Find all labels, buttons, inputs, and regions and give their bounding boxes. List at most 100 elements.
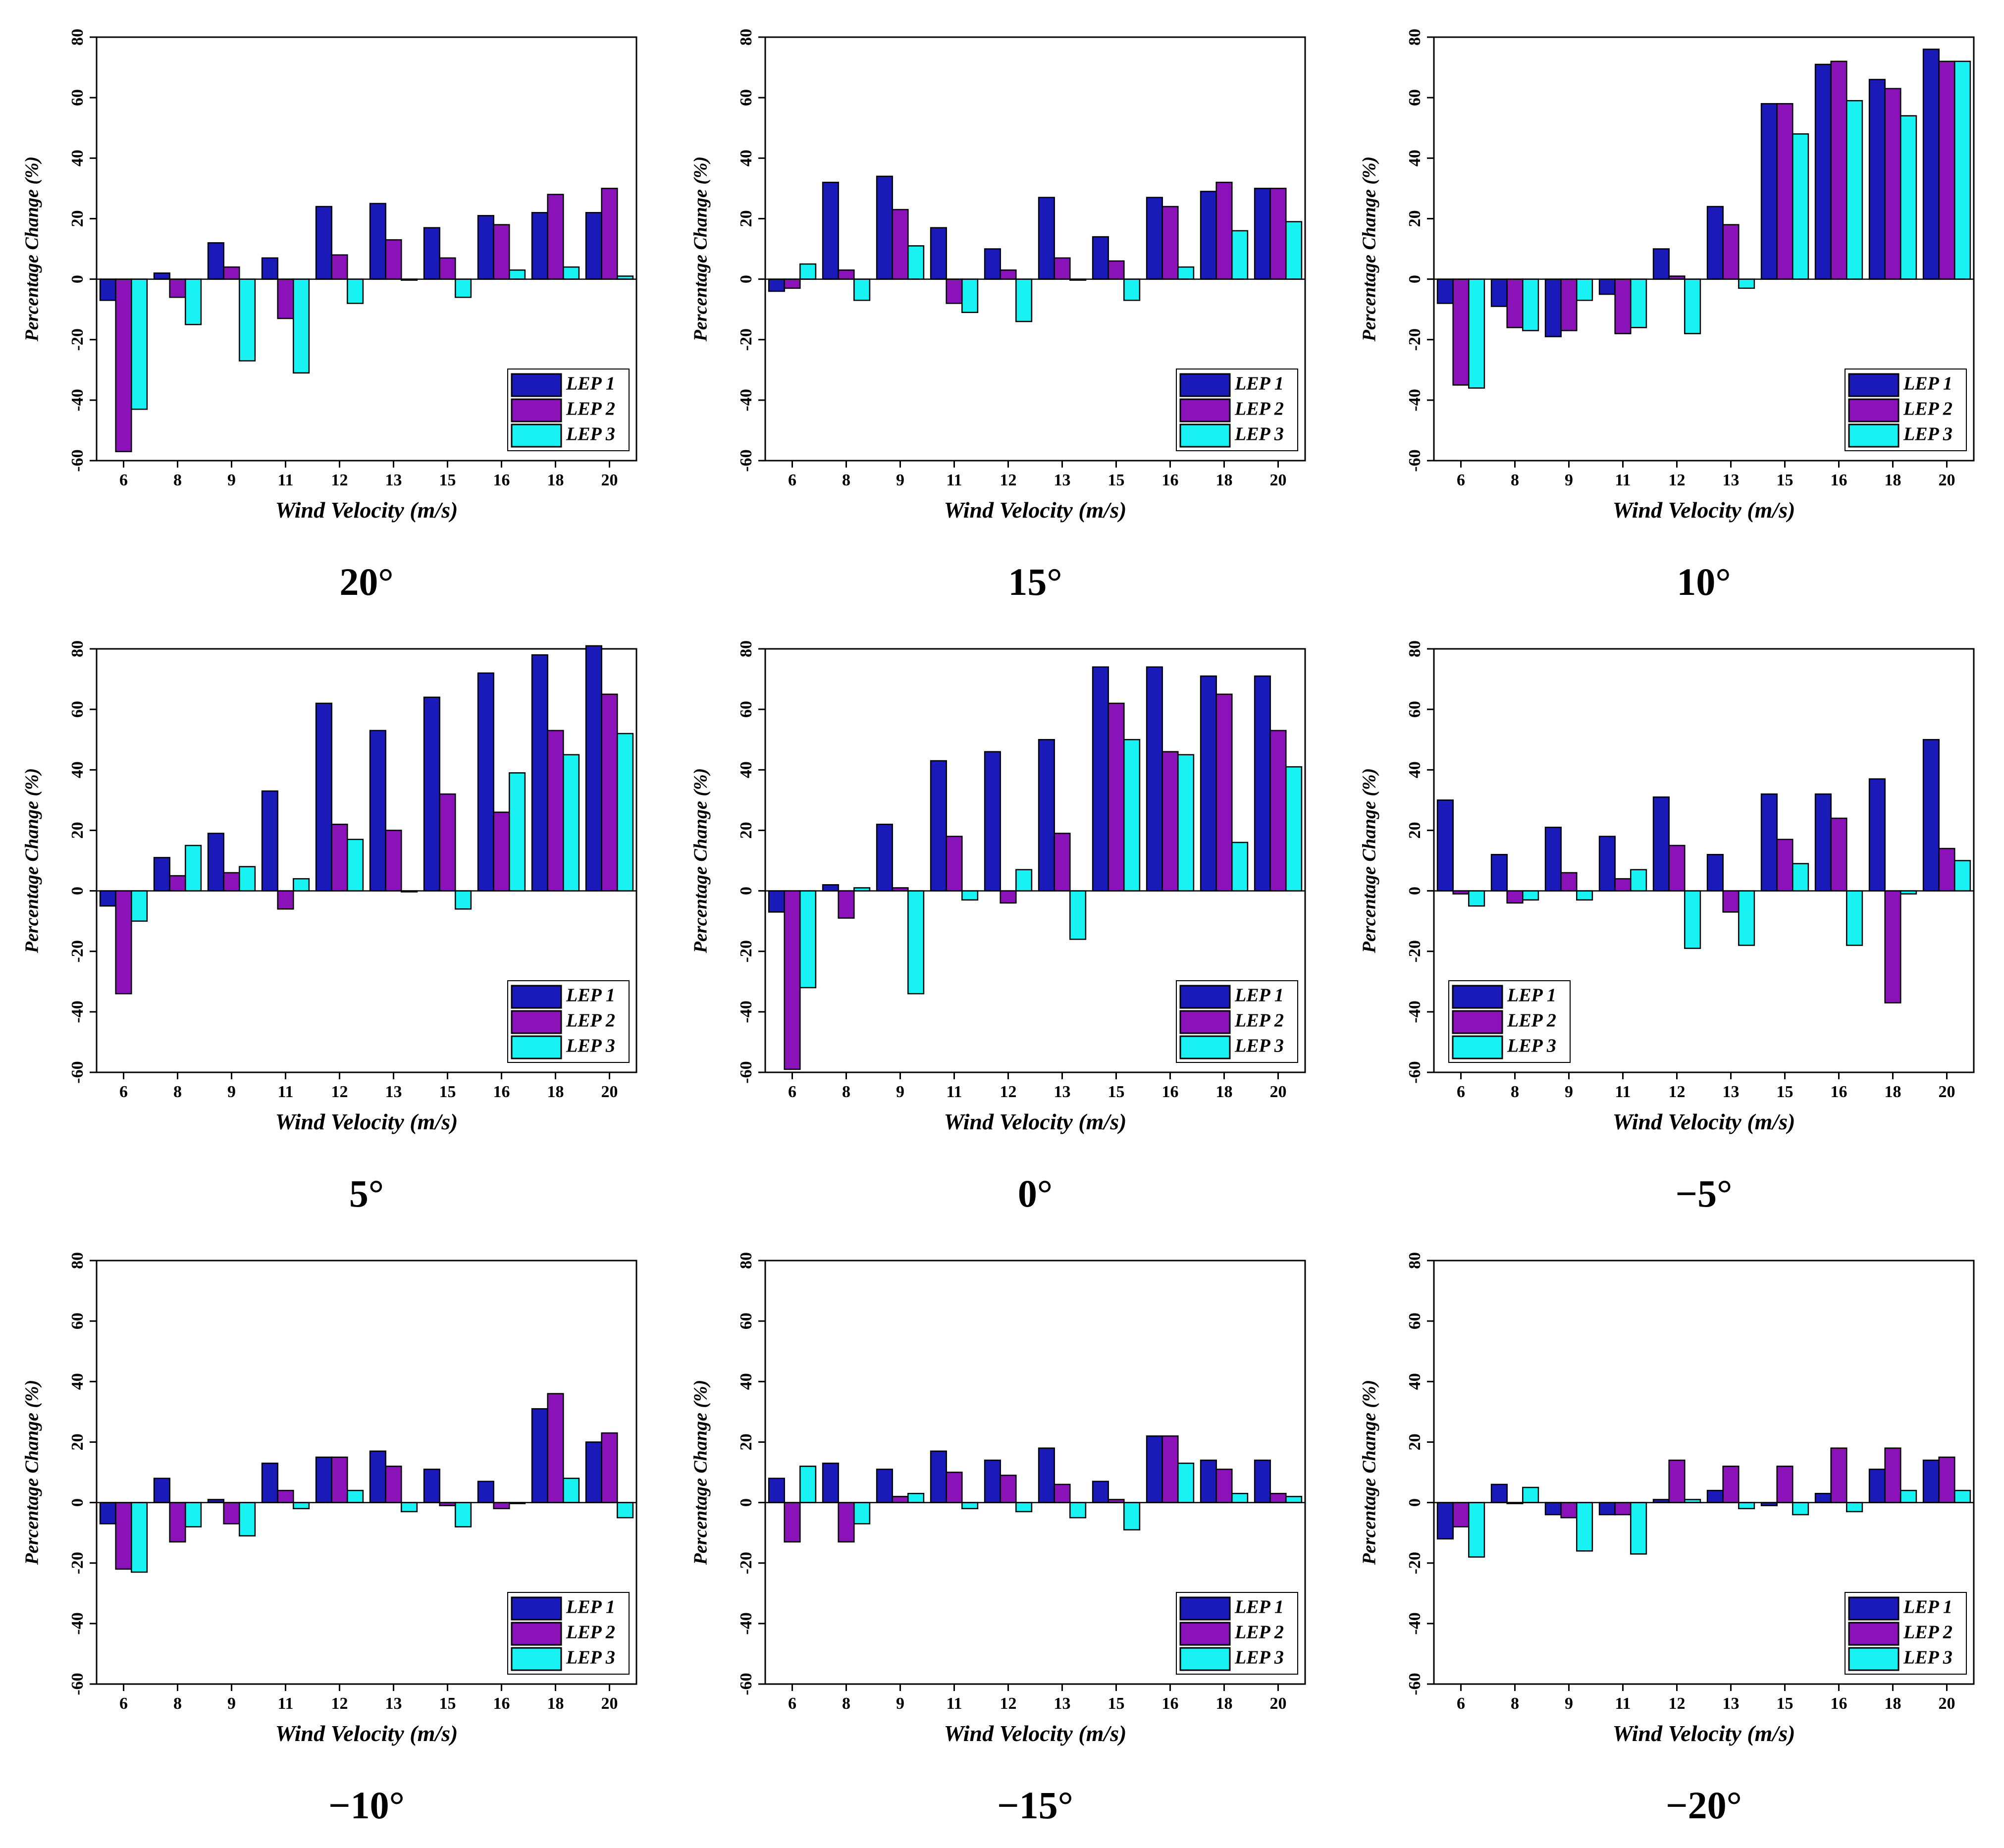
bar-lep2-20 [1269,1493,1287,1503]
y-tick-label: 40 [737,761,755,778]
bar-lep2-18 [1215,181,1233,280]
x-tick-label: 9 [896,471,904,489]
bar-lep2-16 [493,224,510,280]
x-tick-label: 11 [277,1694,293,1713]
bar-lep2-11 [1614,278,1632,334]
bar-lep1-6 [1436,278,1454,304]
y-axis-title: Percentage Change (%) [1359,768,1380,954]
x-axis-title: Wind Velocity (m/s) [1613,1109,1795,1134]
x-tick-label: 12 [1000,471,1017,489]
bar-lep1-9 [1544,827,1562,892]
legend-label: LEP 3 [566,424,615,445]
bar-lep3-6 [131,1502,148,1573]
x-tick-label: 20 [1270,1083,1287,1101]
x-tick-label: 18 [1885,471,1901,489]
bar-lep1-12 [1652,796,1670,892]
legend: LEP 1 LEP 2 LEP 3 [507,369,630,451]
y-axis-title: Percentage Change (%) [690,157,711,342]
x-tick-label: 15 [1108,1083,1125,1101]
bar-lep2-15 [1776,103,1793,280]
bar-lep2-6 [784,1502,801,1543]
x-tick-label: 15 [439,1694,456,1713]
bar-lep2-11 [946,1472,963,1503]
bar-lep3-6 [1468,278,1485,389]
bar-lep3-11 [293,278,310,374]
bar-lep1-18 [531,211,548,280]
bar-lep2-11 [277,890,294,910]
bar-lep1-8 [153,1478,170,1503]
y-tick-label: 0 [68,887,87,895]
bar-lep1-20 [1254,188,1271,280]
bar-lep2-15 [1107,702,1125,892]
bar-lep2-9 [223,266,240,280]
plot-frame [764,1260,1306,1685]
legend-swatch [1452,1010,1503,1034]
bar-lep1-13 [1038,739,1055,892]
plot-frame [764,36,1306,462]
legend-swatch [511,398,562,422]
bar-chart: 80 60 40 20 0 -20 -40 -60 Percentage Change (%) 6… [690,640,1306,1134]
bar-lep2-12 [1668,1459,1686,1503]
y-tick-label: 20 [737,822,755,839]
bar-lep1-18 [531,654,548,892]
bar-lep2-16 [1830,1447,1847,1503]
bar-lep1-20 [585,211,602,280]
x-tick-label: 6 [1457,471,1465,489]
bar-lep2-18 [547,194,564,280]
bar-lep1-18 [531,1408,548,1503]
y-tick-label: 80 [737,1252,755,1269]
bar-lep1-20 [1922,1459,1940,1503]
bar-lep3-12 [1684,278,1701,334]
legend-label: LEP 1 [1234,373,1284,394]
y-tick-label: -60 [68,1673,87,1695]
y-tick-label: 0 [68,275,87,283]
x-tick-label: 16 [1162,471,1179,489]
x-tick-label: 16 [493,1083,510,1101]
y-tick-label: -40 [1406,389,1424,411]
bar-lep2-9 [223,872,240,892]
legend-swatch [511,373,562,397]
bar-lep1-12 [984,1459,1001,1503]
y-tick-label: -40 [1406,1612,1424,1635]
bar-lep2-18 [547,730,564,892]
plot-frame [96,1260,637,1685]
y-tick-label: 40 [737,1373,755,1390]
bar-lep2-13 [385,239,402,280]
legend-swatch [1848,1622,1899,1646]
y-tick-label: -40 [68,1001,87,1023]
bar-chart: 80 60 40 20 0 -20 -40 -60 Percentage Change (%) 6… [690,29,1306,523]
bar-lep2-8 [169,278,186,298]
bar-lep2-16 [1161,1435,1179,1503]
bar-lep1-9 [1544,278,1562,337]
bar-lep2-6 [115,890,132,995]
bar-lep1-11 [261,257,278,280]
x-tick-label: 18 [547,471,564,489]
bar-lep1-12 [315,1456,332,1503]
x-tick-label: 20 [1939,1694,1955,1713]
bar-lep3-12 [347,1489,364,1503]
bar-lep3-8 [1522,278,1539,331]
plot-frame [96,36,637,462]
bar-lep1-11 [1598,1502,1616,1516]
bar-lep2-18 [1884,890,1901,1003]
y-tick-label: 80 [68,29,87,46]
bar-lep1-13 [1706,206,1724,280]
bar-lep1-6 [1436,799,1454,892]
y-tick-label: 80 [737,640,755,657]
bar-lep3-9 [907,245,925,280]
x-tick-label: 16 [1831,1694,1847,1713]
legend-swatch [1179,1010,1231,1034]
bar-lep2-9 [1560,1502,1578,1519]
x-tick-label: 18 [1216,1083,1233,1101]
legend-swatch [1179,1647,1231,1671]
y-tick-label: -60 [68,449,87,472]
bar-chart: 80 60 40 20 0 -20 -40 -60 Percentage Change (%) 6… [22,640,637,1134]
bar-lep2-8 [838,1502,855,1543]
x-tick-label: 6 [1457,1083,1465,1101]
y-tick-label: 40 [737,150,755,166]
legend-label: LEP 1 [1234,1597,1284,1618]
legend: LEP 1 LEP 2 LEP 3 [507,980,630,1063]
y-tick-label: 20 [1406,1433,1424,1450]
bar-lep1-9 [207,833,224,892]
